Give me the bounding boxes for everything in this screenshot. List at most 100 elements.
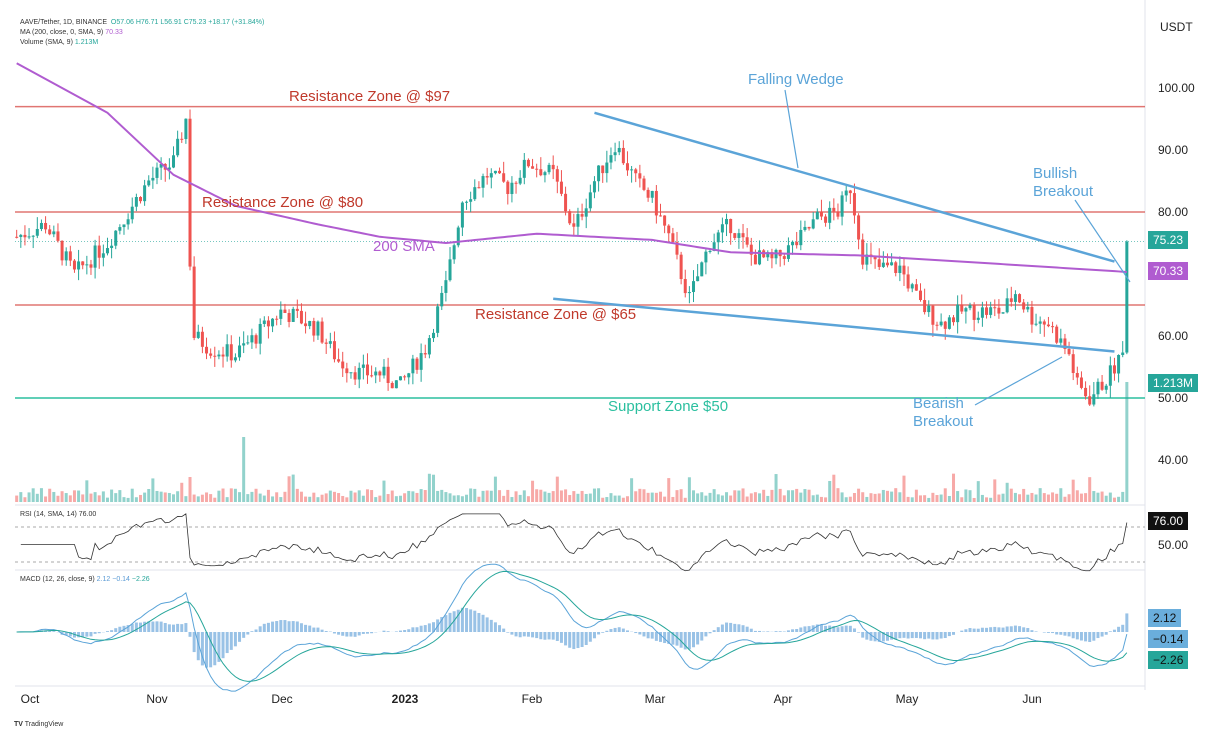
macd-histogram-bar [477, 613, 481, 632]
candle-body [1009, 298, 1013, 302]
volume-bar [1075, 490, 1079, 502]
volume-bar [964, 489, 968, 502]
macd-histogram-bar [844, 625, 848, 632]
candle-body [341, 361, 345, 369]
macd-histogram-bar [423, 625, 427, 632]
volume-bar [184, 496, 188, 502]
volume-bar [254, 488, 258, 502]
candle-body [432, 332, 436, 339]
volume-bar [663, 496, 667, 502]
time-label: Apr [773, 692, 793, 706]
candle-body [279, 309, 283, 319]
volume-bar [881, 489, 885, 502]
bullish-arrow [1074, 199, 1131, 283]
candle-body [1063, 338, 1067, 349]
volume-bar [704, 495, 708, 502]
candle-body [650, 190, 654, 198]
candle-body [1051, 326, 1055, 328]
annotation-bearish-breakout: Bearish Breakout [913, 395, 974, 430]
volume-bar [1108, 492, 1112, 502]
macd-histogram-bar [299, 623, 303, 632]
volume-bar [1112, 497, 1116, 502]
macd-histogram-bar [440, 617, 444, 632]
volume-bar [423, 490, 427, 502]
candle-body [246, 342, 250, 344]
volume-bar [1121, 491, 1125, 502]
volume-bar [807, 489, 811, 502]
candle-body [807, 226, 811, 229]
volume-bar [39, 488, 43, 502]
volume-bar [535, 489, 539, 502]
macd-histogram-bar [1046, 632, 1050, 633]
candle-body [720, 224, 724, 233]
candle-body [56, 231, 60, 241]
volume-bar [1022, 488, 1026, 502]
candle-body [597, 165, 601, 182]
candle-body [638, 173, 642, 179]
macd-histogram-bar [737, 624, 741, 632]
candle-body [510, 182, 514, 195]
macd-histogram-bar [584, 632, 588, 646]
volume-bar [89, 493, 93, 502]
volume-bar [1001, 493, 1005, 502]
volume-bar [931, 492, 935, 502]
currency-label[interactable]: USDT [1160, 20, 1193, 34]
macd-histogram-bar [238, 632, 242, 642]
volume-bar [233, 488, 237, 502]
candle-body [555, 169, 559, 182]
macd-histogram-bar [836, 627, 840, 632]
candle-body [217, 354, 221, 357]
volume-bar [48, 488, 52, 502]
volume-bar [782, 495, 786, 502]
macd-histogram-bar [968, 628, 972, 632]
macd-histogram-bar [1117, 626, 1121, 632]
macd-histogram-bar [427, 623, 431, 632]
macd-histogram-bar [97, 632, 101, 634]
macd-histogram-bar [819, 624, 823, 632]
macd-histogram-bar [601, 632, 605, 633]
time-label: 2023 [391, 692, 419, 706]
candle-body [980, 307, 984, 318]
volume-bar [370, 490, 374, 502]
volume-bar [279, 497, 283, 502]
volume-bar [64, 493, 68, 502]
macd-histogram-bar [403, 630, 407, 632]
time-label: Oct [20, 692, 40, 706]
candle-body [188, 118, 192, 267]
candle-body [601, 165, 605, 174]
volume-bar [1042, 493, 1046, 502]
volume-bar [642, 489, 646, 502]
candle-body [679, 254, 683, 280]
candle-body [902, 265, 906, 275]
candle-body [625, 163, 629, 171]
volume-bar [745, 496, 749, 502]
candle-body [481, 176, 485, 188]
candle-body [696, 276, 700, 282]
tradingview-logo[interactable]: TV TradingView [14, 721, 64, 728]
macd-histogram-bar [205, 632, 209, 668]
candle-body [304, 323, 308, 327]
volume-bar [324, 493, 328, 502]
volume-bar [238, 492, 242, 502]
candle-body [564, 193, 568, 212]
symbol-legend: AAVE/Tether, 1D, BINANCE O57.06 H76.71 L… [20, 19, 265, 26]
ma-legend: MA (200, close, 0, SMA, 9) 70.33 [20, 29, 123, 36]
volume-bar [163, 492, 167, 502]
volume-bar [283, 491, 287, 502]
volume-bar [976, 481, 980, 502]
macd-histogram-bar [918, 632, 922, 639]
macd-histogram-bar [576, 632, 580, 649]
volume-bar [295, 488, 299, 502]
volume-bar [667, 478, 671, 502]
candle-body [382, 366, 386, 376]
macd-histogram-bar [337, 632, 341, 635]
volume-bar [427, 473, 431, 502]
macd-histogram-bar [613, 627, 617, 632]
candle-body [238, 345, 242, 358]
volume-bar [547, 492, 551, 502]
candle-body [753, 254, 757, 265]
macd-histogram-bar [774, 631, 778, 632]
candle-body [943, 321, 947, 329]
macd-histogram-bar [943, 632, 947, 639]
